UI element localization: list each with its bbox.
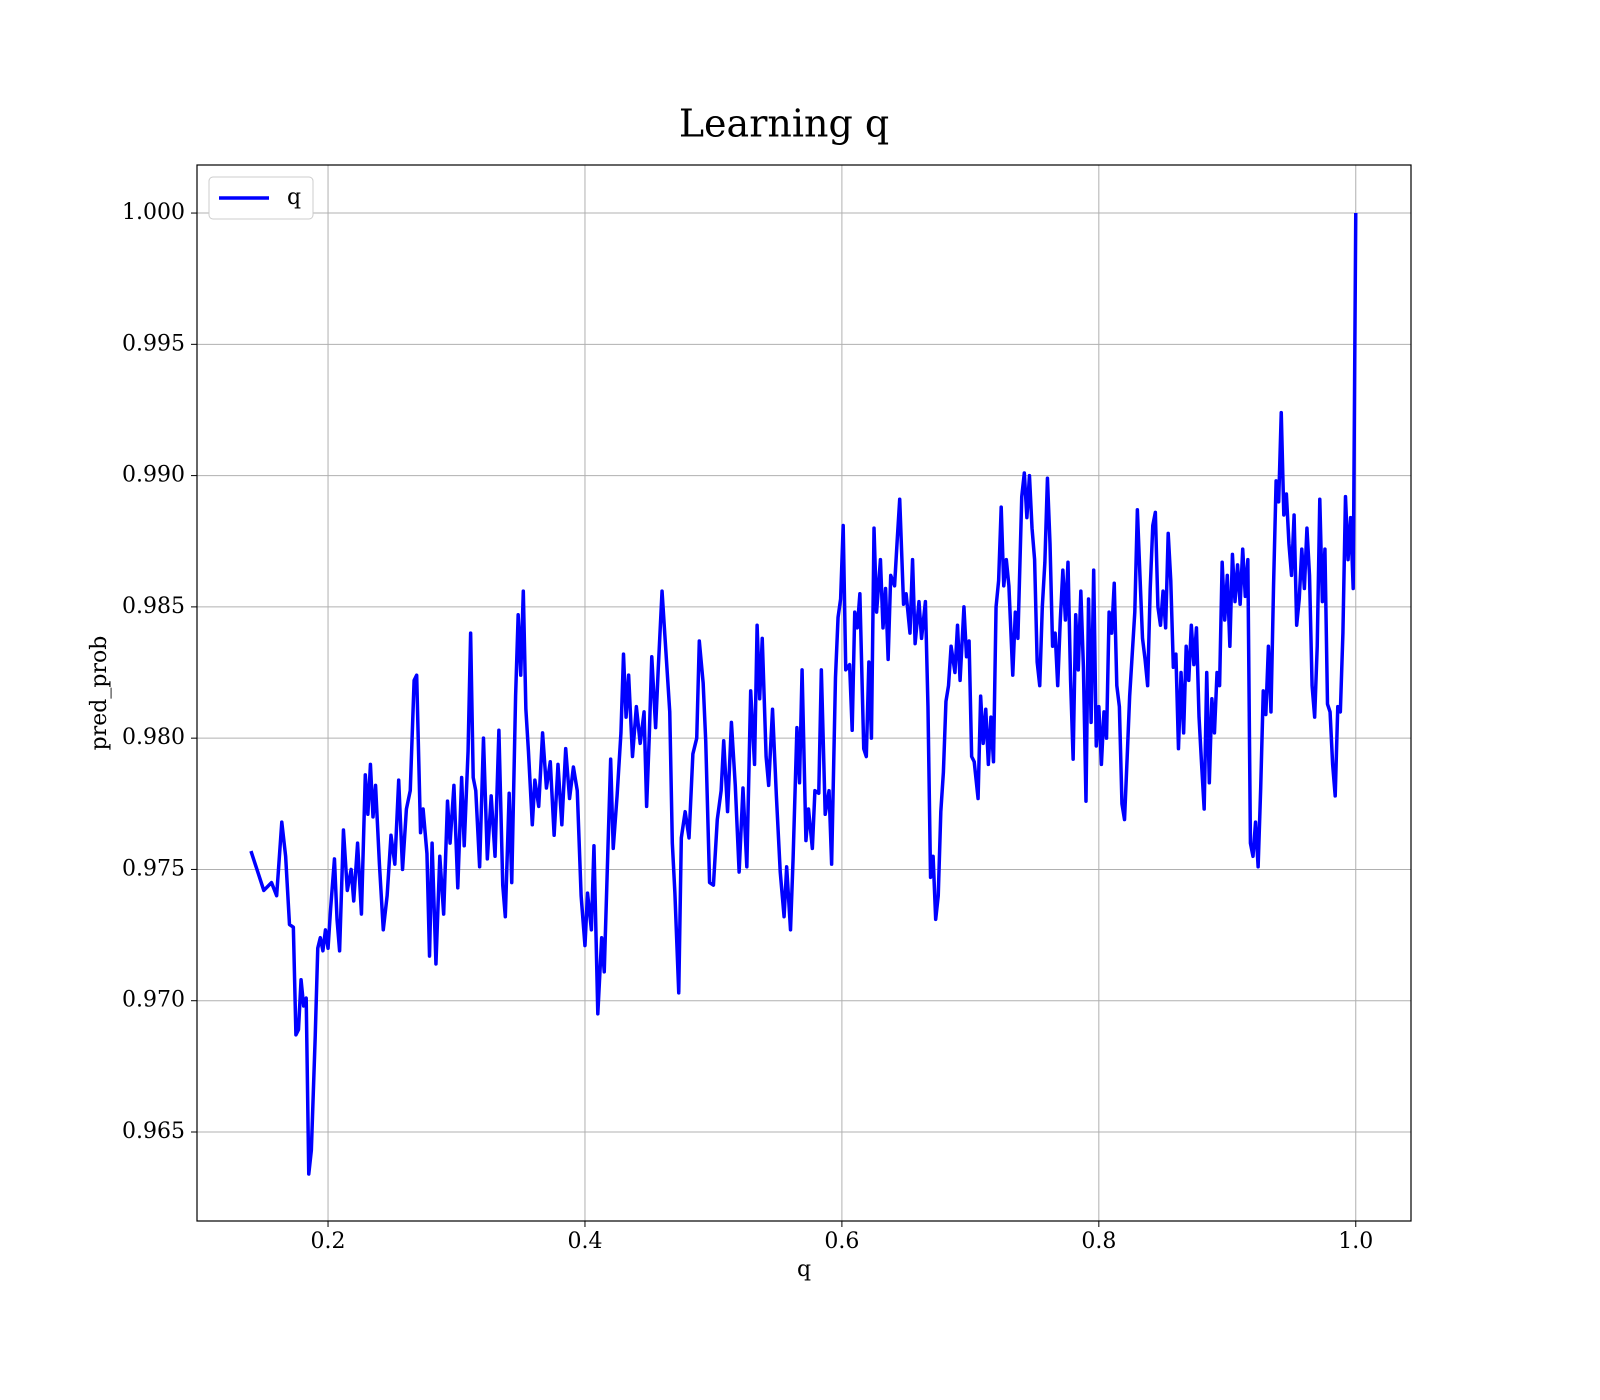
y-tick-label: 1.000 [122,200,185,225]
plot-frame [196,164,1412,1222]
x-tick-label: 0.4 [567,1229,602,1254]
x-tick-label: 0.2 [311,1229,346,1254]
y-tick-label: 0.985 [122,594,185,619]
legend-label: q [287,185,301,210]
y-tick-label: 0.990 [122,463,185,488]
x-tick-label: 0.6 [824,1229,859,1254]
y-tick-label: 0.980 [122,725,185,750]
y-tick-label: 0.970 [122,988,185,1013]
legend: q [208,176,314,220]
y-tick-label: 0.965 [122,1119,185,1144]
y-axis-label: pred_prob [87,636,112,751]
y-tick-label: 0.975 [122,856,185,881]
chart-title: Learning q [679,102,889,146]
x-axis-label: q [797,1257,811,1282]
y-tick-label: 0.995 [122,331,185,356]
x-tick-label: 0.8 [1081,1229,1116,1254]
x-tick-label: 1.0 [1338,1229,1373,1254]
data-line [249,213,1358,1176]
